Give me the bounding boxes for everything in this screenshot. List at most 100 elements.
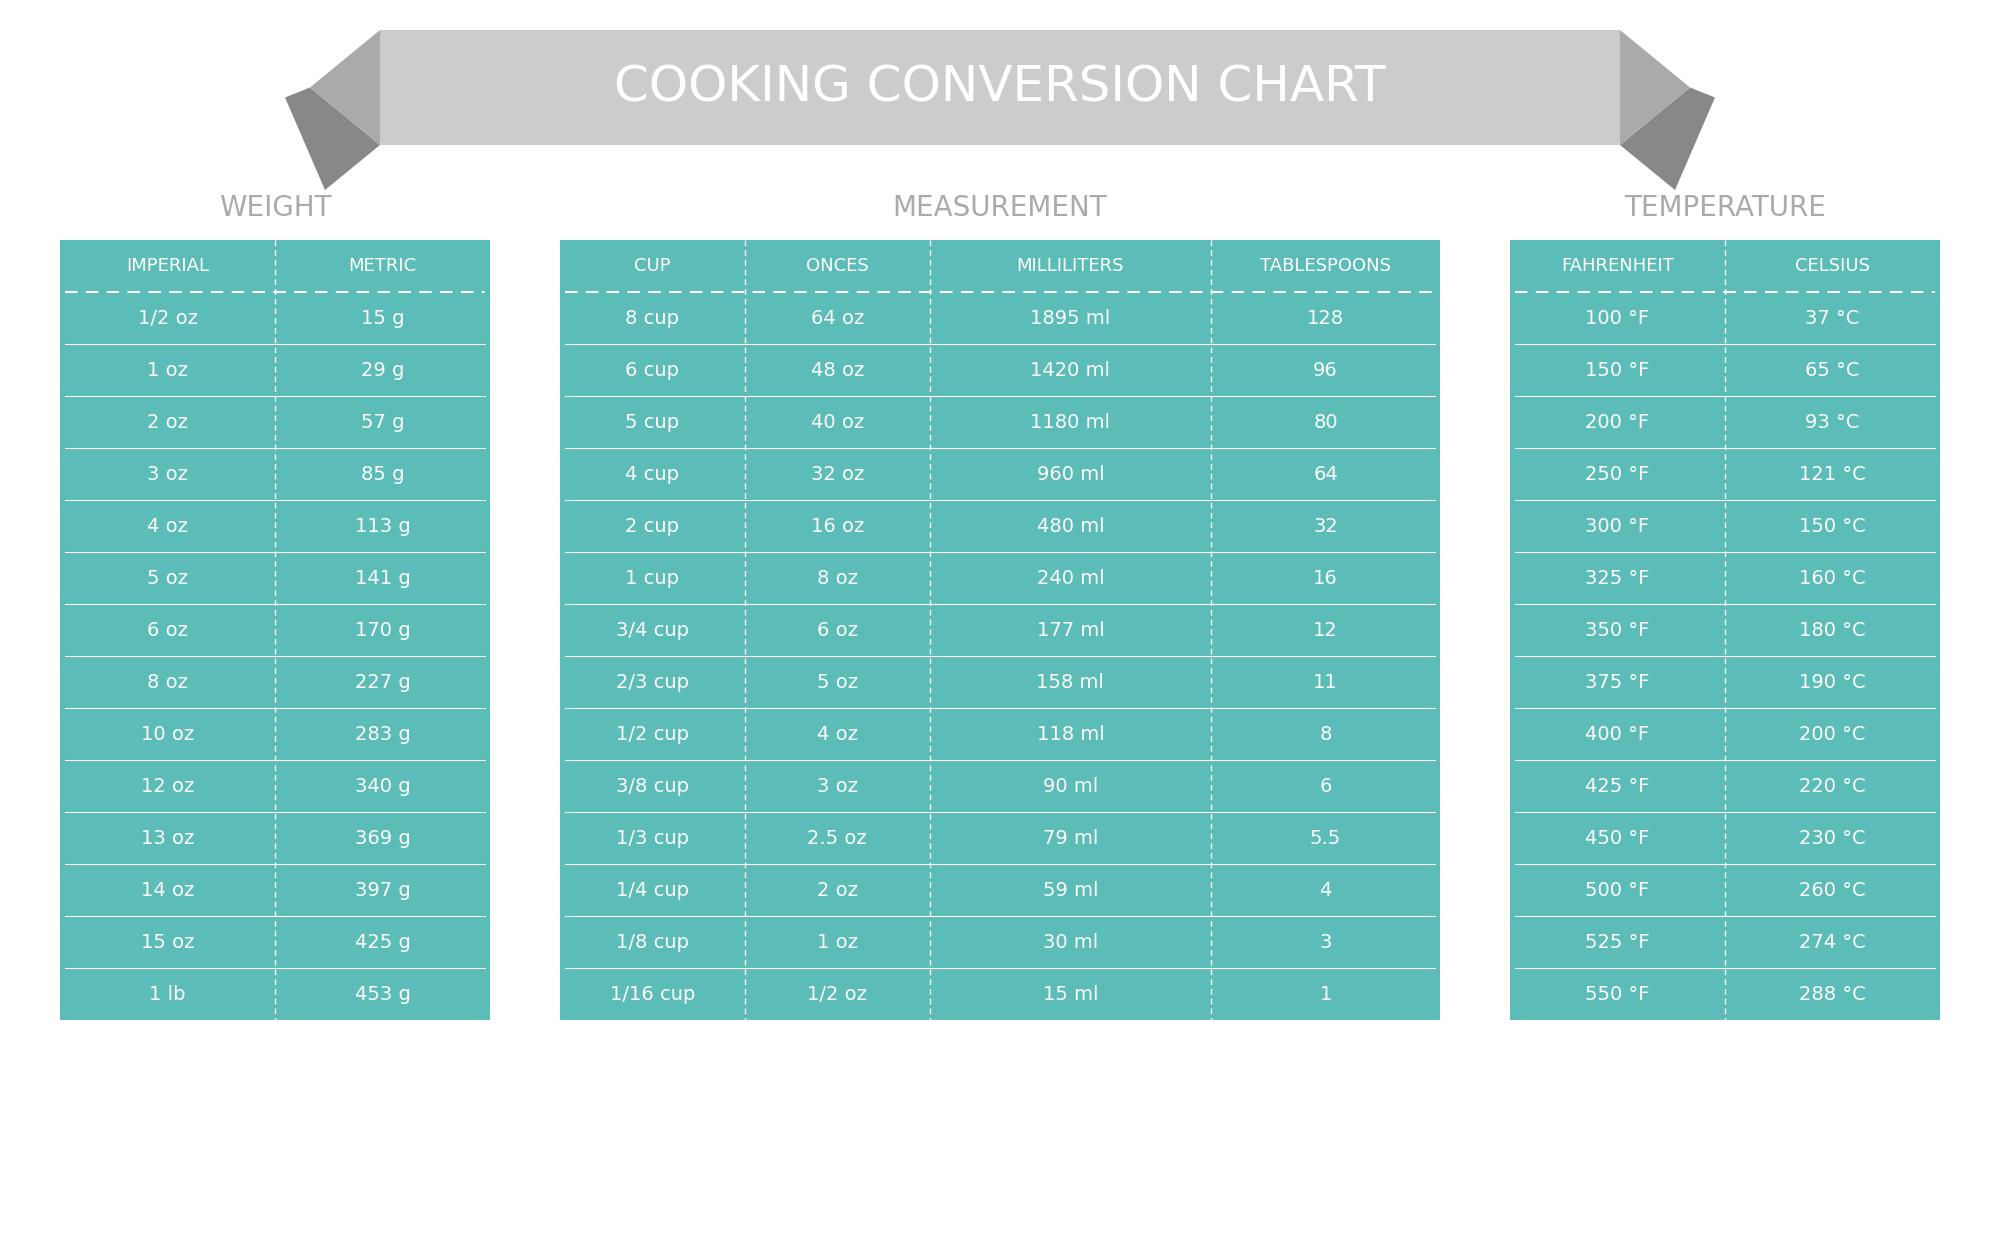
Text: 200 °F: 200 °F [1586,412,1650,431]
Text: 1420 ml: 1420 ml [1030,361,1110,380]
Text: CUP: CUP [634,256,670,275]
Text: 220 °C: 220 °C [1800,777,1866,796]
Text: 118 ml: 118 ml [1036,724,1104,743]
Text: 37 °C: 37 °C [1806,308,1860,328]
Text: 150 °C: 150 °C [1800,517,1866,535]
Text: 6 oz: 6 oz [816,621,858,640]
Polygon shape [286,88,380,190]
Text: WEIGHT: WEIGHT [218,194,332,222]
Text: 1 lb: 1 lb [150,984,186,1003]
Text: 425 g: 425 g [354,933,410,952]
Text: 15 g: 15 g [360,308,404,328]
Text: 325 °F: 325 °F [1586,568,1650,587]
Text: MEASUREMENT: MEASUREMENT [892,194,1108,222]
Text: 158 ml: 158 ml [1036,672,1104,691]
Text: METRIC: METRIC [348,256,416,275]
FancyBboxPatch shape [60,240,490,1019]
Text: 57 g: 57 g [360,412,404,431]
Text: 93 °C: 93 °C [1806,412,1860,431]
Text: 4: 4 [1320,880,1332,900]
Text: 65 °C: 65 °C [1806,361,1860,380]
Text: 240 ml: 240 ml [1036,568,1104,587]
Text: 288 °C: 288 °C [1800,984,1866,1003]
Text: 30 ml: 30 ml [1042,933,1098,952]
Text: 59 ml: 59 ml [1042,880,1098,900]
Text: 3/8 cup: 3/8 cup [616,777,688,796]
Text: 274 °C: 274 °C [1800,933,1866,952]
Text: 4 oz: 4 oz [816,724,858,743]
Text: 12 oz: 12 oz [140,777,194,796]
Text: 15 oz: 15 oz [140,933,194,952]
Text: 8 cup: 8 cup [626,308,680,328]
Text: TEMPERATURE: TEMPERATURE [1624,194,1826,222]
Text: 32 oz: 32 oz [810,465,864,484]
Text: 5 oz: 5 oz [816,672,858,691]
Text: 350 °F: 350 °F [1586,621,1650,640]
Text: TABLESPOONS: TABLESPOONS [1260,256,1392,275]
Text: 1/4 cup: 1/4 cup [616,880,688,900]
Text: 5.5: 5.5 [1310,828,1342,847]
Text: 200 °C: 200 °C [1800,724,1866,743]
Text: 79 ml: 79 ml [1042,828,1098,847]
Text: 32: 32 [1314,517,1338,535]
Text: 14 oz: 14 oz [140,880,194,900]
Text: 85 g: 85 g [360,465,404,484]
FancyBboxPatch shape [1510,240,1940,1019]
Text: 3/4 cup: 3/4 cup [616,621,688,640]
Text: 230 °C: 230 °C [1800,828,1866,847]
Text: 11: 11 [1314,672,1338,691]
Text: 375 °F: 375 °F [1586,672,1650,691]
Text: 1: 1 [1320,984,1332,1003]
Text: 40 oz: 40 oz [810,412,864,431]
Text: 369 g: 369 g [354,828,410,847]
Text: 64 oz: 64 oz [810,308,864,328]
Text: 1/2 cup: 1/2 cup [616,724,688,743]
Text: 5 cup: 5 cup [626,412,680,431]
Text: 150 °F: 150 °F [1586,361,1650,380]
Text: 177 ml: 177 ml [1036,621,1104,640]
Text: 400 °F: 400 °F [1586,724,1650,743]
Text: 5 oz: 5 oz [146,568,188,587]
Text: 397 g: 397 g [354,880,410,900]
Text: 113 g: 113 g [354,517,410,535]
Text: 283 g: 283 g [354,724,410,743]
Text: 29 g: 29 g [360,361,404,380]
Text: 1/2 oz: 1/2 oz [808,984,868,1003]
Text: MILLILITERS: MILLILITERS [1016,256,1124,275]
Text: 141 g: 141 g [354,568,410,587]
Text: 4 cup: 4 cup [626,465,680,484]
Text: 1/3 cup: 1/3 cup [616,828,688,847]
Text: 300 °F: 300 °F [1586,517,1650,535]
Text: 425 °F: 425 °F [1586,777,1650,796]
Text: 8 oz: 8 oz [148,672,188,691]
Text: ONCES: ONCES [806,256,868,275]
Text: 3 oz: 3 oz [816,777,858,796]
Text: 550 °F: 550 °F [1586,984,1650,1003]
Text: 12: 12 [1314,621,1338,640]
Text: 260 °C: 260 °C [1800,880,1866,900]
Text: 960 ml: 960 ml [1036,465,1104,484]
Text: 2 oz: 2 oz [816,880,858,900]
Text: 500 °F: 500 °F [1586,880,1650,900]
Text: 3 oz: 3 oz [148,465,188,484]
Text: CELSIUS: CELSIUS [1796,256,1870,275]
Text: 250 °F: 250 °F [1586,465,1650,484]
Text: 8: 8 [1320,724,1332,743]
FancyBboxPatch shape [560,240,1440,1019]
Text: 227 g: 227 g [354,672,410,691]
Text: 10 oz: 10 oz [140,724,194,743]
Text: 13 oz: 13 oz [140,828,194,847]
Text: 15 ml: 15 ml [1042,984,1098,1003]
Text: 160 °C: 160 °C [1800,568,1866,587]
Text: 3: 3 [1320,933,1332,952]
Text: 2.5 oz: 2.5 oz [808,828,868,847]
Text: 6 oz: 6 oz [148,621,188,640]
Text: 48 oz: 48 oz [810,361,864,380]
Text: 128: 128 [1308,308,1344,328]
Text: 80: 80 [1314,412,1338,431]
Polygon shape [1580,30,1690,145]
Text: 1895 ml: 1895 ml [1030,308,1110,328]
Text: 6: 6 [1320,777,1332,796]
Text: 1 oz: 1 oz [816,933,858,952]
Text: 1/8 cup: 1/8 cup [616,933,688,952]
